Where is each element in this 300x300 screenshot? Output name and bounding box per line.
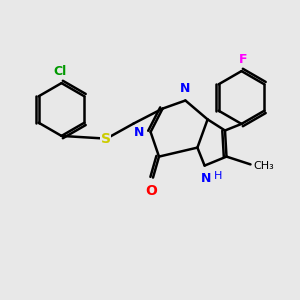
Text: N: N — [180, 82, 190, 95]
Text: CH₃: CH₃ — [253, 161, 274, 171]
Text: N: N — [201, 172, 211, 185]
Text: N: N — [134, 125, 144, 139]
Text: H: H — [214, 171, 223, 181]
Text: O: O — [146, 184, 158, 198]
Text: Cl: Cl — [53, 65, 67, 78]
Text: S: S — [100, 132, 111, 145]
Text: F: F — [239, 53, 247, 66]
